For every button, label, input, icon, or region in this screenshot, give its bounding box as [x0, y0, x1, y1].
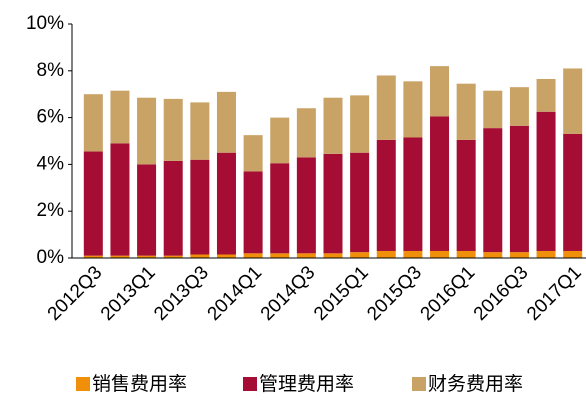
- y-tick-label: 10%: [26, 13, 64, 34]
- bar-segment: [323, 253, 343, 258]
- bar-segment: [430, 66, 450, 117]
- y-tick-label: 0%: [37, 247, 65, 268]
- bar-segment: [536, 78, 556, 112]
- bar-segment: [430, 250, 450, 258]
- bar-segment: [350, 252, 370, 258]
- bar-segment: [296, 157, 316, 254]
- x-tick-label: 2013Q3: [150, 262, 213, 325]
- bar-segment: [296, 253, 316, 258]
- y-tick-label: 6%: [37, 107, 65, 128]
- bar-segment: [216, 91, 236, 153]
- bar-segment: [323, 97, 343, 154]
- y-tick-label: 4%: [37, 153, 65, 174]
- bar-segment: [270, 117, 290, 164]
- legend-swatch: [412, 377, 426, 391]
- legend-label: 销售费用率: [92, 373, 187, 395]
- bar-segment: [163, 98, 183, 161]
- bar-segment: [350, 95, 370, 153]
- bar-segment: [483, 252, 503, 258]
- x-tick-label: 2014Q3: [257, 262, 320, 325]
- bar-segment: [376, 75, 396, 140]
- bar-segment: [243, 171, 263, 254]
- bar-segment: [563, 250, 583, 258]
- y-tick-label: 2%: [37, 200, 65, 221]
- bar-segment: [403, 137, 423, 251]
- bar-segment: [456, 139, 476, 251]
- legend-swatch: [76, 377, 90, 391]
- x-tick-label: 2012Q3: [44, 262, 107, 325]
- bar-segment: [190, 159, 210, 255]
- bar-segment: [83, 94, 103, 152]
- bar-segment: [509, 87, 529, 126]
- legend-label: 管理费用率: [259, 373, 354, 395]
- bar-segment: [110, 255, 130, 258]
- bar-segment: [216, 152, 236, 255]
- x-tick-label: 2014Q1: [204, 262, 267, 325]
- bar-segment: [456, 83, 476, 140]
- bar-segment: [243, 253, 263, 258]
- bar-segment: [216, 254, 236, 258]
- x-tick-label: 2013Q1: [97, 262, 160, 325]
- bar-segment: [243, 135, 263, 172]
- bar-segment: [483, 128, 503, 253]
- bar-segment: [509, 125, 529, 253]
- bar-segment: [483, 90, 503, 129]
- bar-segment: [563, 133, 583, 251]
- bar-segment: [163, 255, 183, 258]
- bar-segment: [270, 163, 290, 254]
- bar-segment: [403, 81, 423, 138]
- bar-segment: [536, 111, 556, 251]
- bar-segment: [270, 253, 290, 258]
- bar-segment: [110, 90, 130, 144]
- bar-segment: [190, 102, 210, 160]
- bar-segment: [403, 250, 423, 258]
- x-tick-label: 2017Q1: [523, 262, 586, 325]
- bar-segment: [137, 255, 157, 258]
- bar-segment: [83, 151, 103, 256]
- bar-segment: [563, 68, 583, 134]
- legend-swatch: [243, 377, 257, 391]
- x-tick-label: 2016Q3: [470, 262, 533, 325]
- bar-segment: [323, 153, 343, 254]
- y-tick-label: 8%: [37, 60, 65, 81]
- bar-segment: [430, 116, 450, 251]
- bar-segment: [376, 139, 396, 251]
- bar-segment: [110, 143, 130, 256]
- x-tick-label: 2015Q1: [310, 262, 373, 325]
- x-tick-label: 2016Q1: [417, 262, 480, 325]
- bar-segment: [163, 160, 183, 256]
- bar-segment: [536, 250, 556, 258]
- bar-segment: [137, 97, 157, 165]
- bar-segment: [350, 152, 370, 253]
- bar-segment: [83, 255, 103, 258]
- bar-segment: [456, 250, 476, 258]
- bar-segment: [190, 254, 210, 258]
- bar-segment: [376, 250, 396, 258]
- bar-segment: [509, 252, 529, 258]
- bar-segment: [137, 164, 157, 256]
- legend-label: 财务费用率: [428, 373, 523, 395]
- bar-segment: [296, 108, 316, 158]
- x-tick-label: 2015Q3: [363, 262, 426, 325]
